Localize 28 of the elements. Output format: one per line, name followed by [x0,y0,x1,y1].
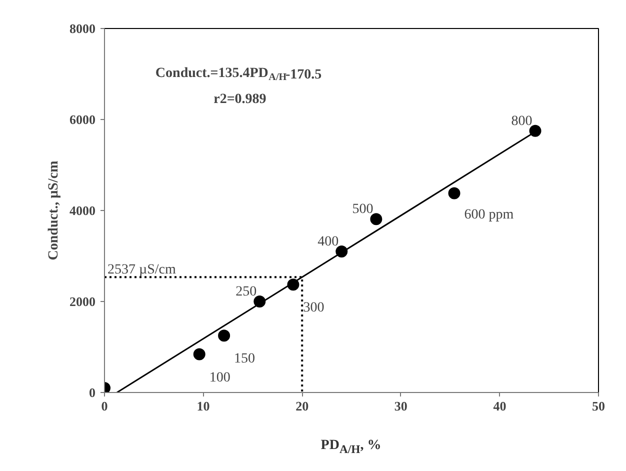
y-tick-label: 4000 [70,203,96,218]
y-tick-label: 2000 [70,294,96,309]
x-tick-label: 0 [101,398,108,414]
y-axis-title: Conduct., µS/cm [46,160,62,260]
annotation: 2537 µS/cm [108,262,176,278]
annotation: 150 [234,352,256,367]
x-tick-label: 50 [592,398,605,414]
x-tick-label: 10 [196,398,210,414]
y-tick-label: 0 [89,385,96,400]
annotation: 300 [303,300,324,316]
y-tick-label: 6000 [70,112,96,127]
annotation: r2=0.989 [214,92,266,107]
annotation: 800 [511,114,532,129]
x-tick-label: 20 [296,398,309,414]
point [448,187,460,200]
x-axis-title: PD$_{A/H}$, % [320,437,382,458]
annotation: 600 ppm [464,208,514,223]
y-tick-label: 8000 [70,21,96,36]
point [529,124,542,137]
point [218,330,230,342]
annotation: 400 [318,234,339,250]
point [370,213,382,226]
annotation: 100 [209,370,230,386]
x-tick-label: 40 [493,398,506,414]
x-tick-label: 30 [394,398,408,414]
annotation: 250 [236,284,257,300]
annotation: 500 [352,202,374,218]
point [193,348,206,360]
